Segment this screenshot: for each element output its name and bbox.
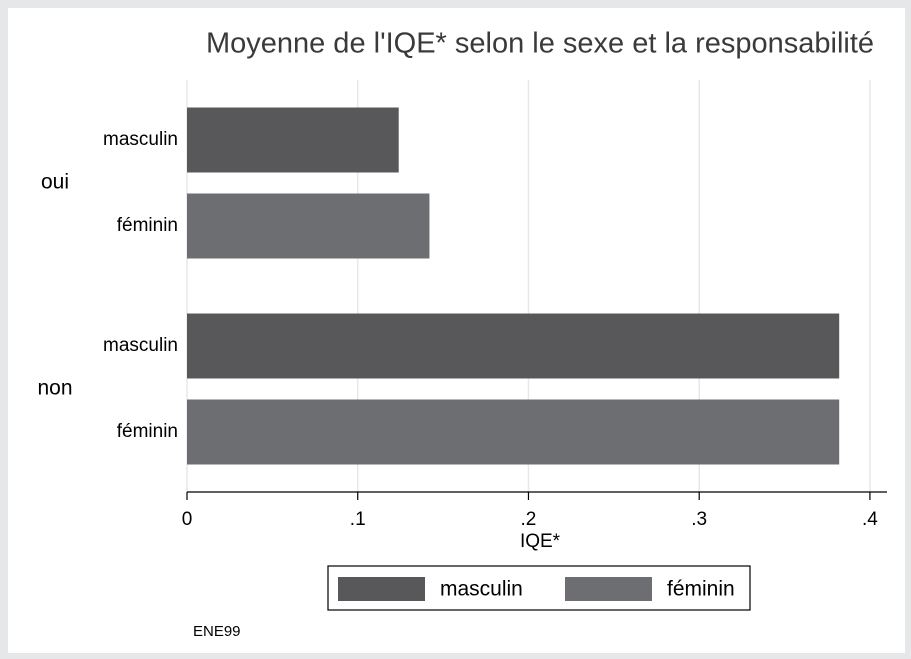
x-axis-label: IQE* bbox=[520, 531, 561, 552]
bar bbox=[187, 399, 840, 465]
category-label: oui bbox=[41, 171, 69, 194]
bar-label: féminin bbox=[117, 421, 178, 442]
note: ENE99 bbox=[193, 623, 241, 640]
legend-swatch bbox=[338, 577, 425, 601]
bar bbox=[187, 107, 399, 173]
legend-label: masculin bbox=[440, 578, 523, 601]
bar-label: féminin bbox=[117, 215, 178, 236]
x-tick-label: 0 bbox=[182, 509, 193, 530]
bar-label: masculin bbox=[103, 335, 178, 356]
x-tick-label: .4 bbox=[862, 509, 878, 530]
x-tick-label: .2 bbox=[521, 509, 537, 530]
bar-label: masculin bbox=[103, 129, 178, 150]
x-tick-label: .1 bbox=[350, 509, 366, 530]
bar bbox=[187, 313, 840, 379]
bar bbox=[187, 193, 430, 259]
legend-label: féminin bbox=[667, 578, 735, 601]
x-tick-label: .3 bbox=[691, 509, 707, 530]
chart-title: Moyenne de l'IQE* selon le sexe et la re… bbox=[206, 28, 874, 60]
legend-swatch bbox=[565, 577, 652, 601]
category-label: non bbox=[37, 377, 72, 400]
